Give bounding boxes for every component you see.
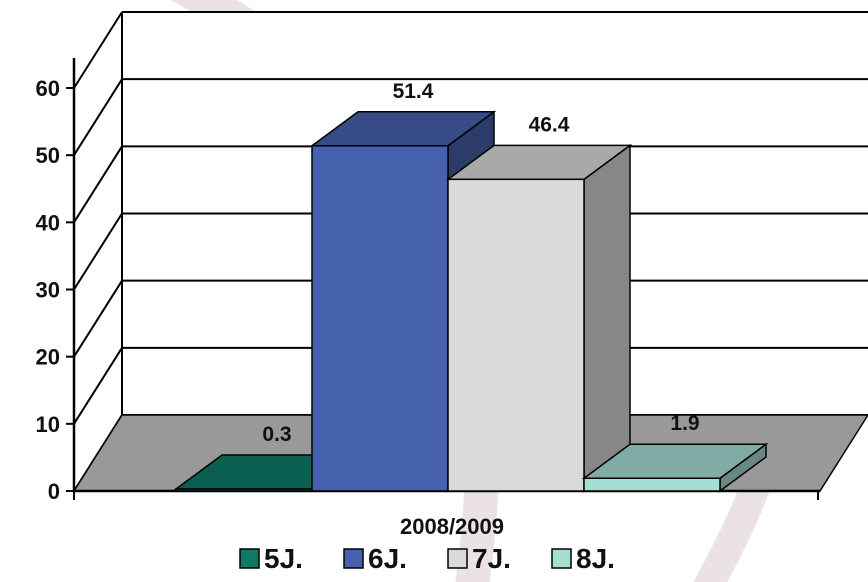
- data-label-8j: 1.9: [670, 412, 699, 435]
- y-tick-label: 20: [36, 345, 60, 370]
- legend-swatch: [447, 548, 468, 569]
- side-wall-gridline: [73, 78, 123, 156]
- side-wall-gridline: [73, 280, 123, 358]
- data-labels: 0.3 51.4 46.4 1.9: [262, 80, 699, 446]
- side-wall-gridline: [73, 212, 123, 291]
- bars: [173, 110, 769, 493]
- bar-front: [311, 145, 449, 492]
- legend-item: 7J.: [447, 543, 511, 574]
- y-tick-label: 10: [36, 412, 60, 437]
- y-tick-label: 30: [36, 278, 60, 303]
- legend-item: 6J.: [343, 543, 407, 574]
- bar-side: [583, 143, 631, 493]
- data-label-6j: 51.4: [393, 80, 434, 103]
- y-tick-label: 60: [36, 76, 60, 101]
- y-tick-label: 50: [36, 143, 60, 168]
- side-wall-gridline: [73, 347, 123, 425]
- legend-label: 8J.: [576, 543, 615, 574]
- side-wall-gridline: [73, 145, 123, 223]
- legend-label: 6J.: [368, 543, 407, 574]
- legend-item: 5J.: [239, 543, 303, 574]
- bar-7j: [445, 143, 633, 493]
- bar-8j: [581, 442, 769, 493]
- legend-label: 5J.: [264, 543, 303, 574]
- y-tick-label: 0: [48, 479, 60, 504]
- data-label-7j: 46.4: [529, 113, 570, 136]
- legend-swatch: [551, 548, 572, 569]
- legend-swatch: [239, 548, 260, 569]
- side-wall-gridline: [73, 11, 123, 89]
- y-axis-tick-labels: 0 10 20 30 40 50 60: [36, 76, 60, 504]
- bar-front: [447, 178, 585, 492]
- legend-label: 7J.: [472, 543, 511, 574]
- bar-front: [583, 477, 721, 492]
- legend-swatch: [343, 548, 364, 569]
- bar-front: [175, 488, 313, 492]
- x-axis-category-label: 2008/2009: [400, 514, 504, 539]
- legend-item: 8J.: [551, 543, 615, 574]
- legend: 5J. 6J. 7J. 8J.: [239, 543, 615, 574]
- data-label-5j: 0.3: [262, 423, 291, 446]
- y-tick-label: 40: [36, 210, 60, 235]
